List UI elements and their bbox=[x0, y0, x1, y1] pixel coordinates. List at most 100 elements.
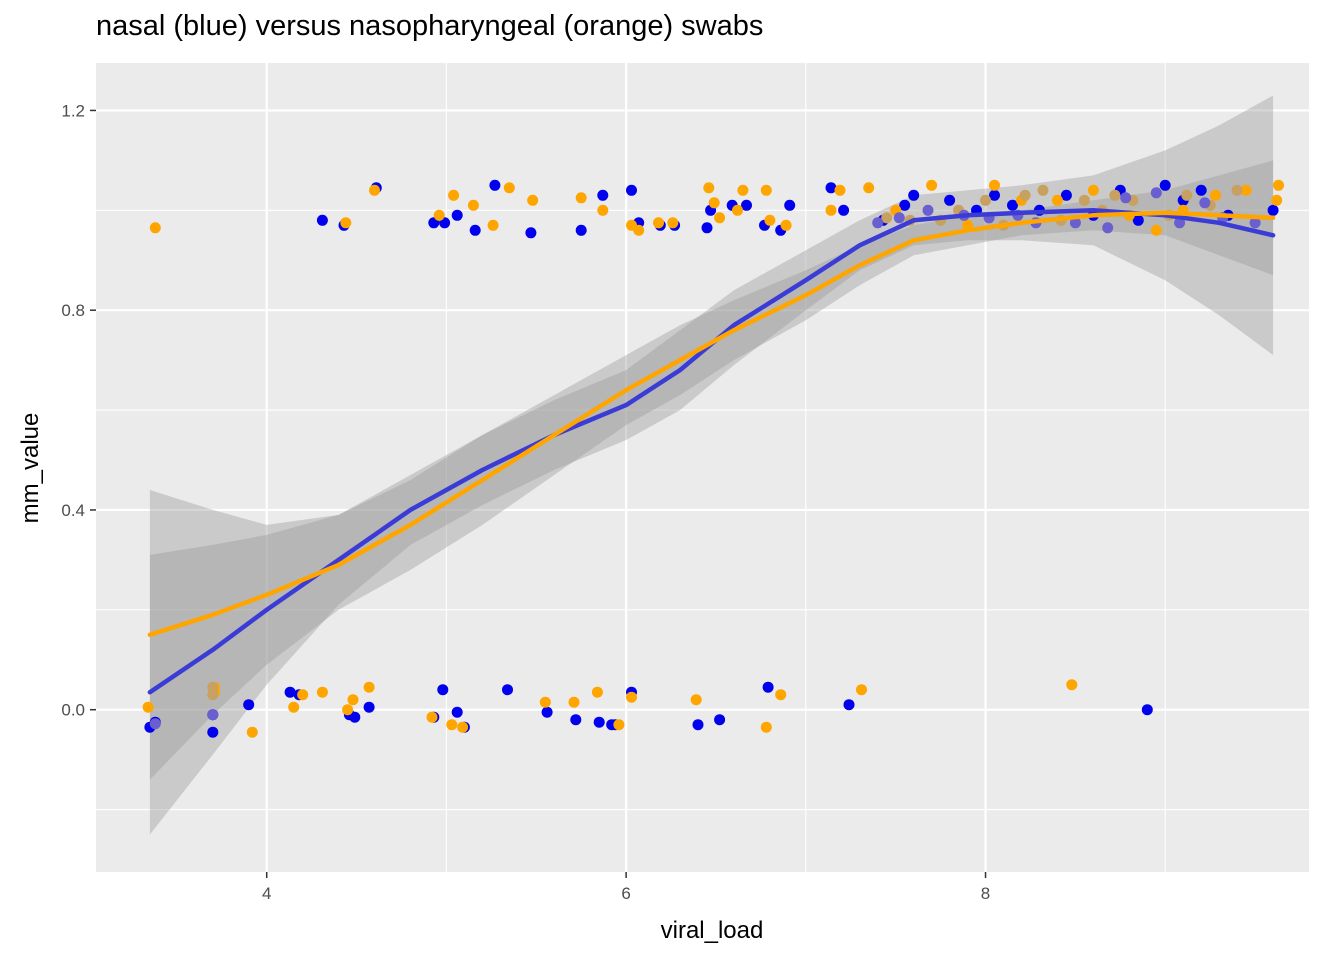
data-point-series-3 bbox=[980, 194, 991, 206]
data-point-series-2 bbox=[1087, 184, 1099, 196]
data-point-series-2 bbox=[780, 219, 792, 231]
data-point-series-1 bbox=[701, 222, 713, 234]
data-point-series-4 bbox=[1174, 217, 1186, 229]
data-point-series-3 bbox=[1181, 189, 1193, 201]
y-tick-label: 0.8 bbox=[61, 301, 85, 320]
data-point-series-1 bbox=[784, 199, 796, 211]
data-point-series-2 bbox=[714, 212, 726, 224]
data-point-series-3 bbox=[1109, 189, 1121, 201]
data-point-series-2 bbox=[856, 684, 867, 696]
data-point-series-2 bbox=[597, 204, 609, 216]
data-point-series-4 bbox=[1120, 192, 1132, 204]
data-point-series-4 bbox=[893, 212, 905, 224]
x-tick-label: 6 bbox=[621, 884, 630, 903]
data-point-series-1 bbox=[1267, 204, 1279, 216]
data-point-series-1 bbox=[541, 706, 553, 718]
data-point-series-1 bbox=[944, 194, 956, 206]
data-point-series-2 bbox=[149, 222, 161, 234]
data-point-series-2 bbox=[1210, 189, 1222, 201]
data-point-series-1 bbox=[1195, 184, 1207, 196]
data-point-series-1 bbox=[899, 199, 911, 211]
data-point-series-1 bbox=[626, 184, 637, 196]
data-point-series-1 bbox=[1159, 179, 1171, 191]
data-point-series-1 bbox=[593, 716, 605, 728]
data-point-series-1 bbox=[692, 719, 704, 731]
data-point-series-2 bbox=[527, 194, 539, 206]
data-point-series-2 bbox=[989, 179, 1000, 191]
data-point-series-2 bbox=[568, 696, 580, 708]
data-point-series-4 bbox=[1150, 187, 1162, 199]
data-point-series-2 bbox=[369, 184, 380, 196]
data-point-series-2 bbox=[316, 686, 328, 698]
data-point-series-4 bbox=[149, 718, 161, 730]
data-point-series-2 bbox=[363, 681, 375, 693]
data-point-series-2 bbox=[503, 182, 515, 194]
data-point-series-2 bbox=[1273, 179, 1284, 191]
confidence-band-1 bbox=[149, 95, 1274, 835]
data-point-series-1 bbox=[207, 726, 219, 738]
data-point-series-4 bbox=[1069, 217, 1081, 229]
data-point-series-3 bbox=[1019, 189, 1031, 201]
data-point-series-1 bbox=[489, 179, 501, 191]
data-point-series-1 bbox=[363, 701, 375, 713]
data-point-series-2 bbox=[926, 179, 938, 191]
data-point-series-1 bbox=[989, 189, 1000, 201]
data-point-series-1 bbox=[825, 182, 837, 194]
data-point-series-1 bbox=[762, 681, 774, 693]
data-point-series-2 bbox=[433, 209, 445, 221]
data-point-series-2 bbox=[575, 192, 587, 204]
confidence-band-2 bbox=[149, 160, 1274, 780]
data-point-series-2 bbox=[667, 217, 679, 229]
data-point-series-1 bbox=[597, 189, 609, 201]
data-point-series-2 bbox=[426, 711, 438, 723]
y-tick-label: 1.2 bbox=[61, 101, 85, 120]
axes: 4 6 8 0.0 0.4 0.8 1.2 bbox=[61, 101, 990, 903]
data-point-series-1 bbox=[502, 684, 513, 696]
data-point-series-1 bbox=[469, 224, 481, 236]
data-point-series-4 bbox=[872, 217, 884, 229]
data-point-series-2 bbox=[142, 701, 154, 713]
data-point-series-4 bbox=[1102, 222, 1114, 234]
data-point-series-1 bbox=[570, 714, 582, 726]
data-point-series-2 bbox=[708, 197, 720, 209]
data-point-series-3 bbox=[1078, 194, 1090, 206]
confidence-bands bbox=[149, 95, 1274, 835]
data-point-series-2 bbox=[1066, 679, 1078, 691]
data-point-series-2 bbox=[457, 721, 469, 733]
data-point-series-1 bbox=[451, 209, 463, 221]
y-tick-label: 0.0 bbox=[61, 701, 85, 720]
data-point-series-1 bbox=[908, 189, 920, 201]
data-point-series-2 bbox=[613, 719, 625, 731]
data-point-series-2 bbox=[633, 224, 645, 236]
data-point-series-2 bbox=[347, 694, 359, 706]
data-point-series-1 bbox=[1060, 189, 1072, 201]
data-point-series-1 bbox=[838, 204, 850, 216]
data-point-series-1 bbox=[284, 686, 296, 698]
data-point-series-1 bbox=[843, 699, 855, 711]
data-point-series-2 bbox=[1051, 194, 1063, 206]
data-point-series-2 bbox=[703, 182, 715, 194]
data-point-series-1 bbox=[575, 224, 587, 236]
data-point-series-2 bbox=[591, 686, 603, 698]
data-point-series-2 bbox=[737, 184, 749, 196]
data-point-series-2 bbox=[825, 204, 837, 216]
data-point-series-4 bbox=[1249, 217, 1261, 229]
smooth-line-1 bbox=[147, 208, 1276, 695]
data-point-series-2 bbox=[446, 719, 458, 731]
y-tick-label: 0.4 bbox=[61, 501, 85, 520]
x-tick-label: 8 bbox=[981, 884, 990, 903]
data-point-series-3 bbox=[1231, 184, 1243, 196]
data-point-series-2 bbox=[1150, 224, 1162, 236]
x-tick-label: 4 bbox=[262, 884, 271, 903]
chart-title: nasal (blue) versus nasopharyngeal (oran… bbox=[96, 10, 764, 42]
data-point-series-2 bbox=[467, 199, 479, 211]
data-point-series-2 bbox=[760, 721, 772, 733]
data-point-series-2 bbox=[297, 689, 309, 701]
data-point-series-2 bbox=[448, 189, 460, 201]
data-point-series-4 bbox=[922, 204, 934, 216]
data-point-series-1 bbox=[316, 214, 328, 226]
data-point-series-2 bbox=[760, 184, 772, 196]
data-point-series-1 bbox=[437, 684, 449, 696]
data-point-series-1 bbox=[451, 706, 463, 718]
